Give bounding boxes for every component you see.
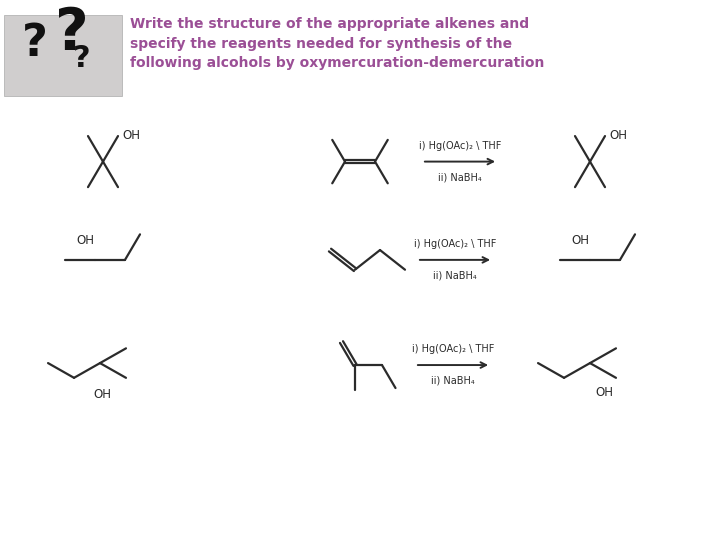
Text: OH: OH (595, 386, 613, 399)
Text: OH: OH (571, 234, 589, 247)
Text: OH: OH (609, 129, 627, 141)
Text: i) Hg(OAc)₂ \ THF: i) Hg(OAc)₂ \ THF (414, 239, 496, 249)
Text: OH: OH (76, 234, 94, 247)
Text: OH: OH (122, 129, 140, 141)
Text: Write the structure of the appropriate alkenes and
specify the reagents needed f: Write the structure of the appropriate a… (130, 17, 544, 70)
Text: ii) NaBH₄: ii) NaBH₄ (433, 271, 477, 281)
Text: i) Hg(OAc)₂ \ THF: i) Hg(OAc)₂ \ THF (419, 141, 501, 151)
Bar (4, 15, 122, 96)
Text: ii) NaBH₄: ii) NaBH₄ (431, 376, 475, 386)
Text: ?: ? (55, 5, 89, 62)
Text: ?: ? (73, 44, 91, 73)
Text: i) Hg(OAc)₂ \ THF: i) Hg(OAc)₂ \ THF (412, 344, 494, 354)
Text: ii) NaBH₄: ii) NaBH₄ (438, 172, 482, 183)
Text: OH: OH (93, 388, 111, 401)
Text: ?: ? (22, 22, 48, 65)
